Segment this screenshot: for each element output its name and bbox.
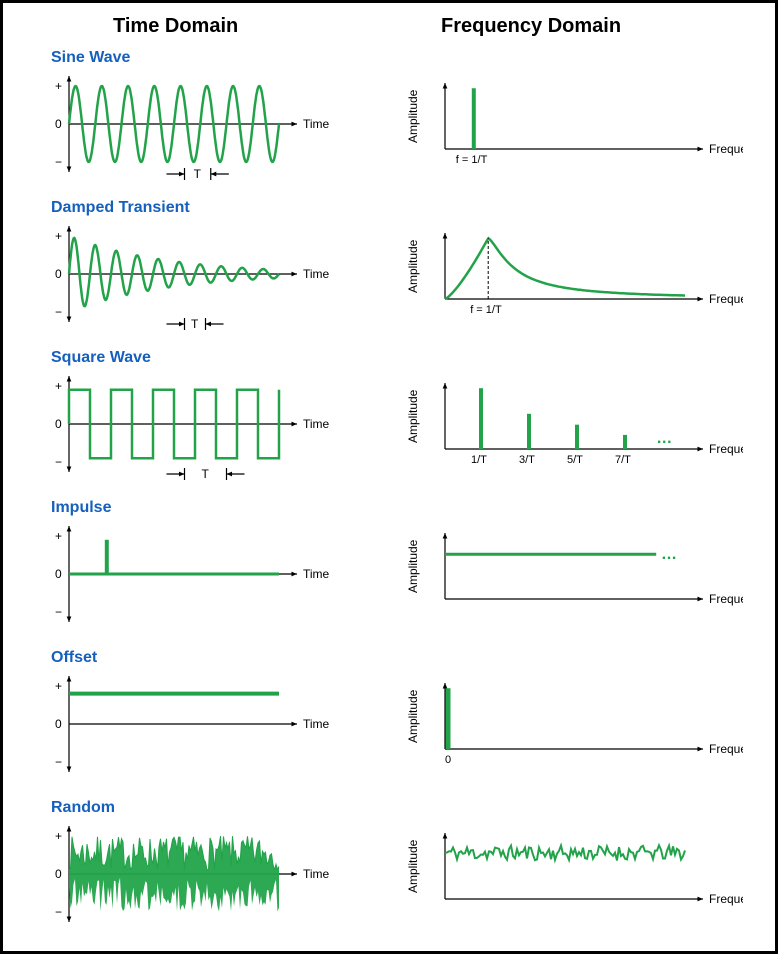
svg-text:3/T: 3/T bbox=[519, 454, 535, 466]
svg-text:1/T: 1/T bbox=[471, 454, 487, 466]
svg-text:+: + bbox=[55, 529, 62, 543]
time-plot-sine: +0 − Time T bbox=[31, 65, 331, 183]
time-plot-damped: +0 − Time T bbox=[31, 215, 331, 333]
svg-text:Amplitude: Amplitude bbox=[406, 539, 420, 593]
svg-text:Frequency: Frequency bbox=[709, 592, 743, 606]
svg-text:Frequency: Frequency bbox=[709, 142, 743, 156]
svg-text:Amplitude: Amplitude bbox=[406, 839, 420, 893]
freq-plot-square: Amplitude Frequency 1/T 3/T 5/T 7/T … bbox=[403, 375, 743, 471]
svg-text:+: + bbox=[55, 679, 62, 693]
svg-text:−: − bbox=[55, 605, 62, 619]
header-freq-domain: Frequency Domain bbox=[441, 15, 621, 38]
svg-text:Amplitude: Amplitude bbox=[406, 89, 420, 143]
svg-text:Frequency: Frequency bbox=[709, 292, 743, 306]
page-container: Time Domain Frequency Domain Sine Wave+0… bbox=[0, 0, 778, 954]
svg-text:−: − bbox=[55, 755, 62, 769]
svg-text:T: T bbox=[194, 167, 202, 181]
svg-text:Time: Time bbox=[303, 717, 330, 731]
svg-text:…: … bbox=[661, 546, 677, 563]
svg-text:0: 0 bbox=[445, 754, 451, 766]
svg-text:Frequency: Frequency bbox=[709, 742, 743, 756]
svg-text:0: 0 bbox=[55, 717, 62, 731]
svg-text:0: 0 bbox=[55, 417, 62, 431]
svg-text:f = 1/T: f = 1/T bbox=[456, 154, 488, 166]
svg-text:Frequency: Frequency bbox=[709, 442, 743, 456]
header-time-domain: Time Domain bbox=[113, 15, 238, 38]
svg-text:Time: Time bbox=[303, 417, 330, 431]
svg-text:T: T bbox=[191, 317, 199, 331]
svg-text:0: 0 bbox=[55, 117, 62, 131]
freq-plot-random: Amplitude Frequency bbox=[403, 825, 743, 921]
svg-text:0: 0 bbox=[55, 267, 62, 281]
svg-text:Frequency: Frequency bbox=[709, 892, 743, 906]
svg-text:+: + bbox=[55, 79, 62, 93]
svg-text:7/T: 7/T bbox=[615, 454, 631, 466]
freq-plot-impulse: Amplitude Frequency … bbox=[403, 525, 743, 621]
time-plot-square: +0 − Time T bbox=[31, 365, 331, 483]
time-plot-impulse: +0 − Time bbox=[31, 515, 331, 633]
time-plot-random: +0 − Time bbox=[31, 815, 331, 933]
freq-plot-sine: Amplitude Frequency f = 1/T bbox=[403, 75, 743, 171]
svg-text:0: 0 bbox=[55, 867, 62, 881]
time-plot-offset: +0 − Time bbox=[31, 665, 331, 783]
svg-text:T: T bbox=[202, 467, 210, 481]
svg-text:−: − bbox=[55, 455, 62, 469]
svg-text:−: − bbox=[55, 155, 62, 169]
svg-text:…: … bbox=[656, 430, 672, 447]
svg-text:0: 0 bbox=[55, 567, 62, 581]
svg-text:Time: Time bbox=[303, 867, 330, 881]
svg-text:Time: Time bbox=[303, 117, 330, 131]
svg-text:Time: Time bbox=[303, 267, 330, 281]
svg-text:+: + bbox=[55, 379, 62, 393]
svg-text:5/T: 5/T bbox=[567, 454, 583, 466]
svg-text:Amplitude: Amplitude bbox=[406, 389, 420, 443]
svg-text:f = 1/T: f = 1/T bbox=[470, 304, 502, 316]
svg-text:Amplitude: Amplitude bbox=[406, 239, 420, 293]
svg-text:Amplitude: Amplitude bbox=[406, 689, 420, 743]
svg-text:−: − bbox=[55, 905, 62, 919]
freq-plot-offset: Amplitude Frequency 0 bbox=[403, 675, 743, 771]
svg-text:Time: Time bbox=[303, 567, 330, 581]
freq-plot-damped: Amplitude Frequency f = 1/T bbox=[403, 225, 743, 321]
svg-text:+: + bbox=[55, 229, 62, 243]
svg-text:−: − bbox=[55, 305, 62, 319]
svg-text:+: + bbox=[55, 829, 62, 843]
